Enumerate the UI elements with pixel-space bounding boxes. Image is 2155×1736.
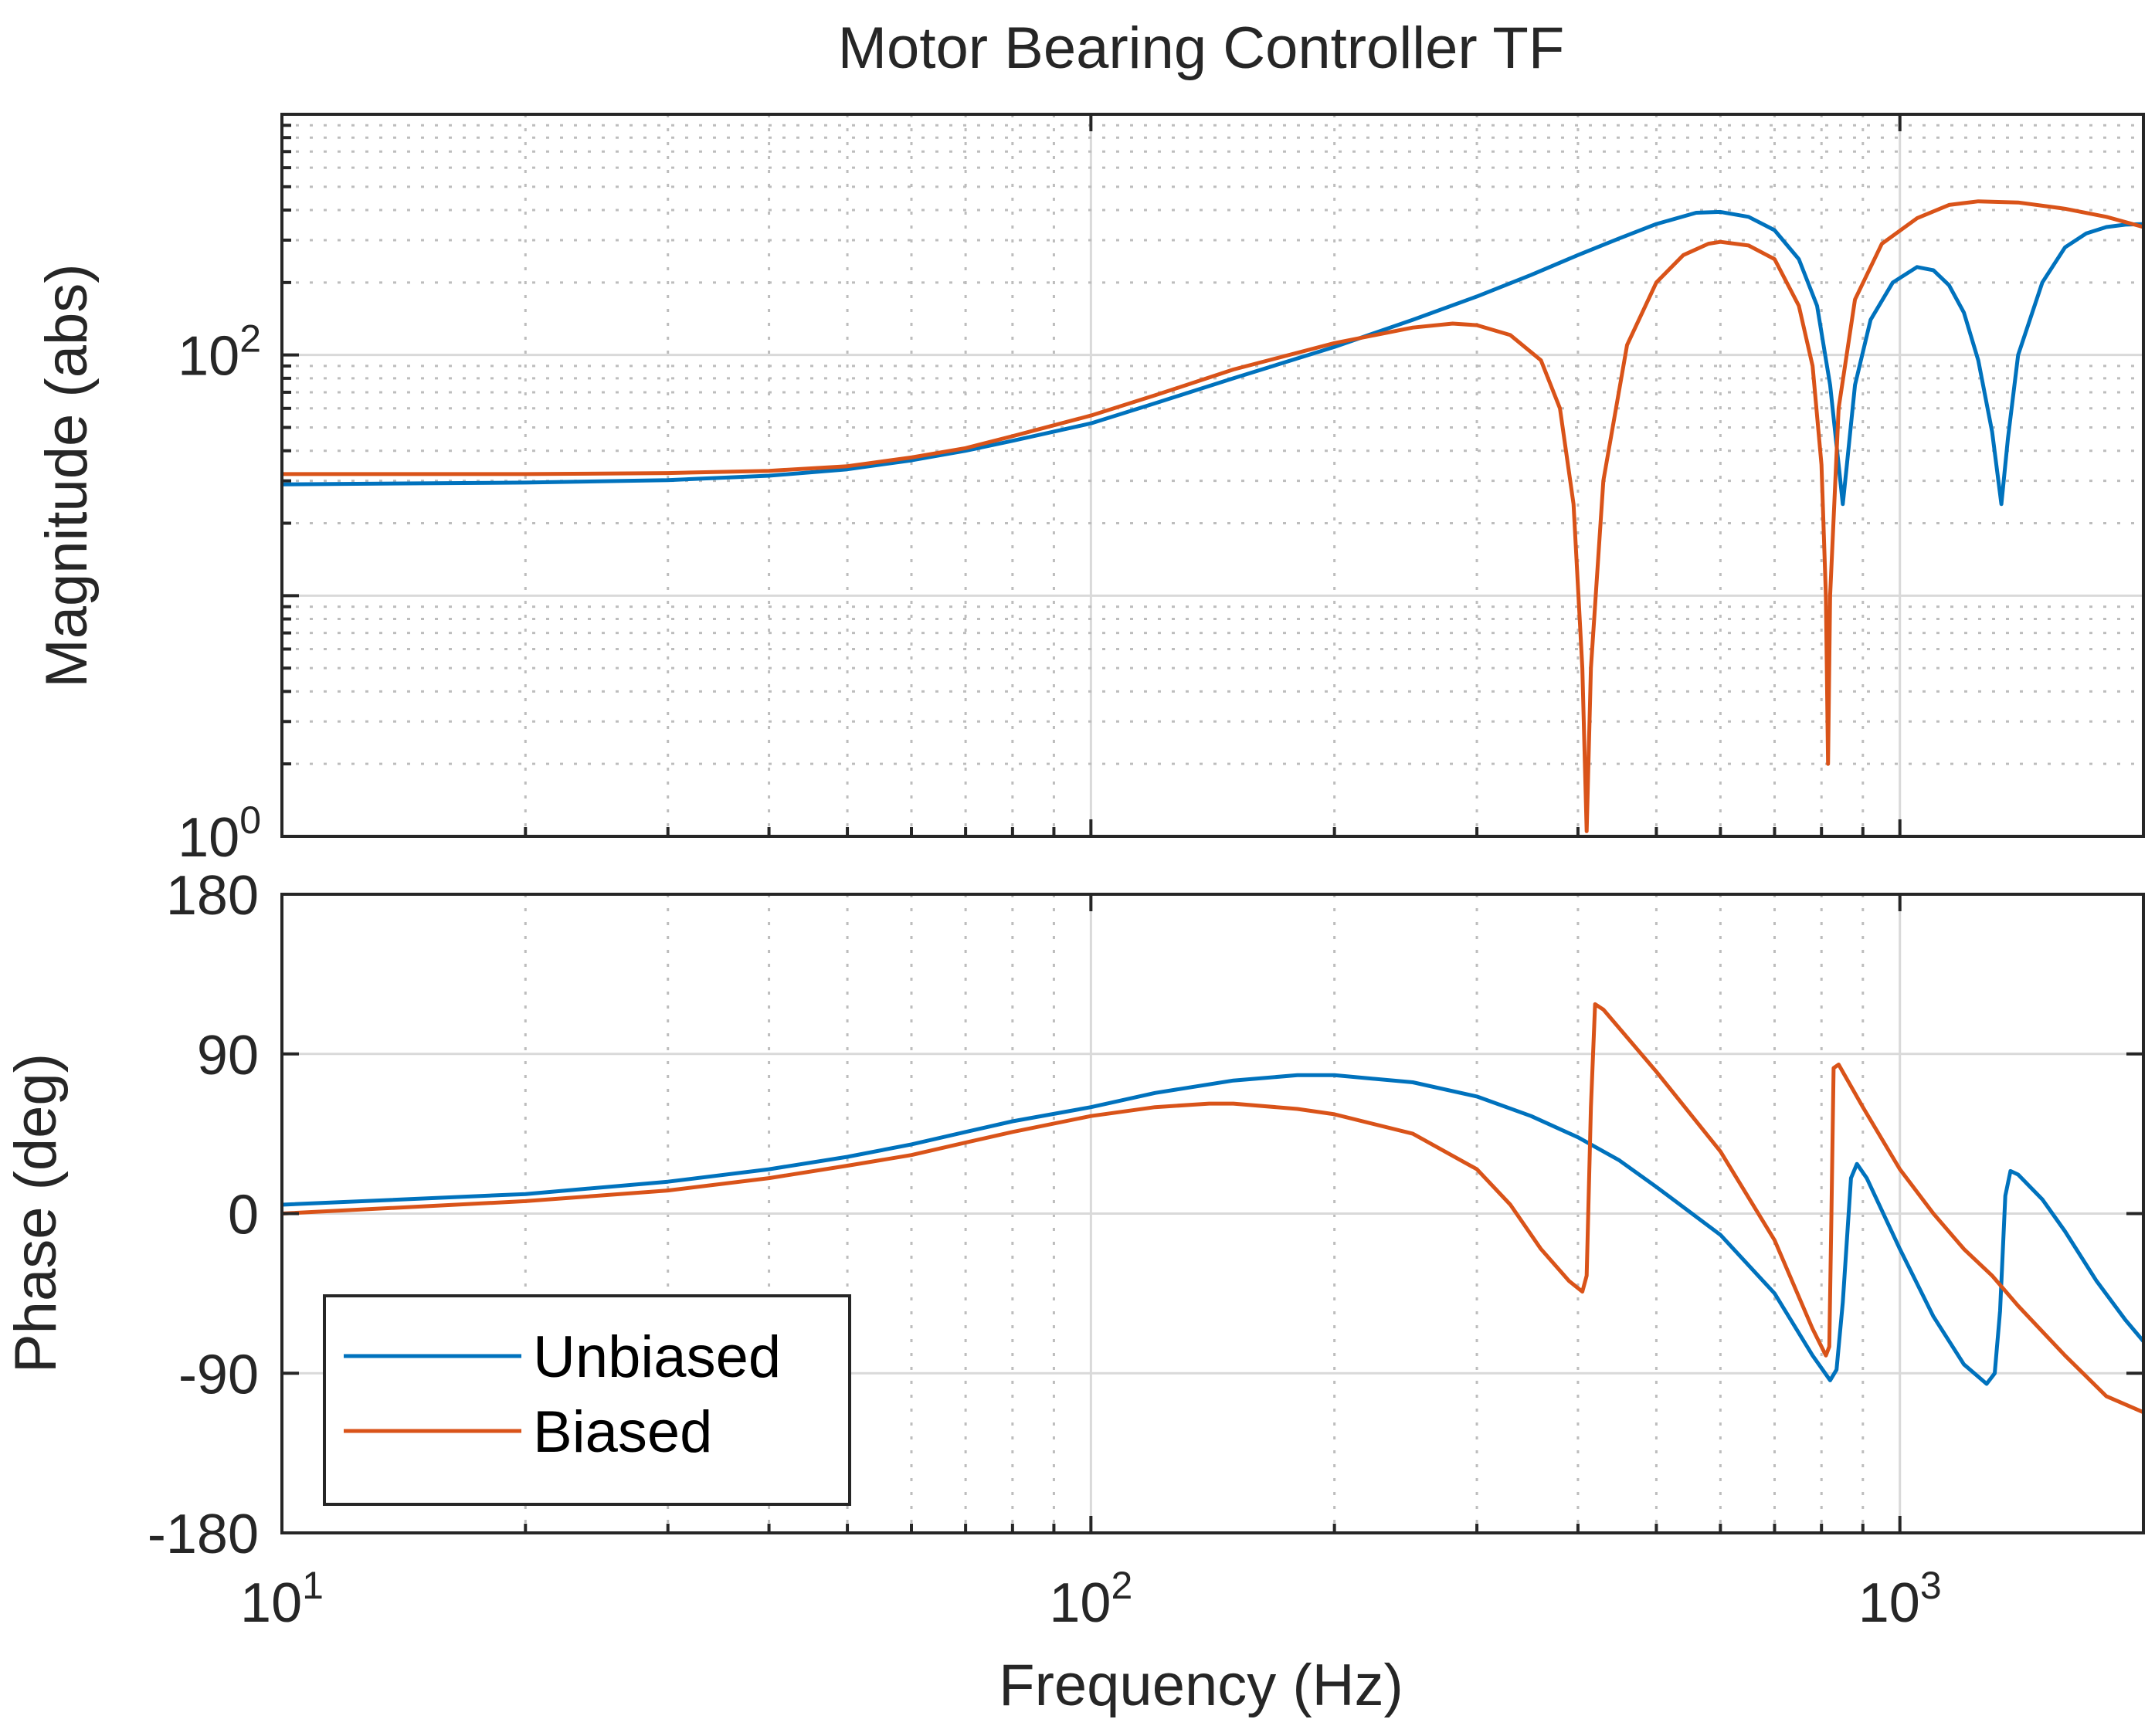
magnitude-ticks: 100 102 [178, 114, 2145, 869]
phase-ytick-label: -180 [148, 1504, 259, 1565]
magnitude-ytick-label: 100 [178, 798, 261, 869]
phase-ylabel: Phase (deg) [3, 1053, 69, 1373]
x-tick-label: 103 [1858, 1564, 1942, 1634]
magnitude-line-biased [282, 199, 2144, 833]
legend-label-biased: Biased [533, 1399, 712, 1465]
phase-ytick-label: -90 [178, 1344, 259, 1405]
magnitude-line-unbiased [281, 209, 2144, 507]
legend-label-unbiased: Unbiased [533, 1324, 781, 1390]
x-tick-labels: 101 102 103 [240, 1564, 1942, 1634]
phase-line-biased [281, 1002, 2144, 1415]
x-axis-label: Frequency (Hz) [999, 1653, 1403, 1718]
x-tick-label: 101 [240, 1564, 324, 1634]
chart-title: Motor Bearing Controller TF [838, 15, 1565, 81]
legend-box [323, 1294, 851, 1506]
legend: Unbiased Biased [323, 1294, 851, 1506]
magnitude-axes-box [280, 113, 2145, 838]
phase-ytick-label: 0 [228, 1185, 259, 1246]
phase-line-unbiased [281, 1073, 2145, 1386]
magnitude-axes: 100 102 Magnitude (abs) [34, 113, 2145, 869]
phase-ticks: 180 90 0 -90 -180 [148, 865, 2145, 1565]
phase-ytick-label: 180 [166, 865, 259, 927]
phase-lines [281, 1002, 2145, 1415]
x-tick-label: 102 [1049, 1564, 1132, 1634]
phase-ytick-label: 90 [197, 1025, 259, 1087]
magnitude-lines [281, 199, 2144, 833]
magnitude-ytick-label: 102 [178, 317, 261, 388]
phase-axes: 180 90 0 -90 -180 Phase (deg) 101 102 103 Freq… [3, 865, 2145, 1718]
magnitude-ylabel: Magnitude (abs) [34, 263, 100, 687]
